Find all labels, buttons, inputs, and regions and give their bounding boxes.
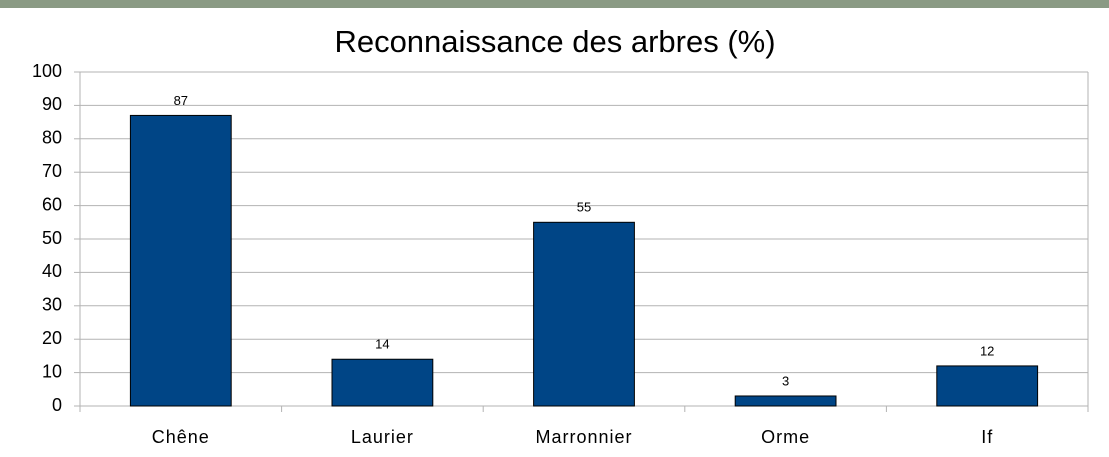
- y-tick-label: 80: [42, 128, 62, 148]
- bar: [735, 396, 836, 406]
- y-tick-label: 50: [42, 228, 62, 248]
- y-tick-label: 30: [42, 295, 62, 315]
- bar: [534, 222, 635, 406]
- y-tick-label: 20: [42, 328, 62, 348]
- y-tick-label: 10: [42, 361, 62, 381]
- bar: [130, 115, 231, 406]
- x-tick-label: Laurier: [351, 427, 414, 447]
- data-label: 55: [577, 200, 591, 215]
- y-tick-label: 90: [42, 94, 62, 114]
- data-label: 3: [782, 373, 789, 388]
- x-tick-label: If: [981, 427, 993, 447]
- x-tick-label: Orme: [761, 427, 810, 447]
- y-tick-label: 60: [42, 194, 62, 214]
- data-label: 87: [174, 93, 188, 108]
- y-tick-label: 70: [42, 161, 62, 181]
- background-strip: [0, 0, 1109, 8]
- data-label: 14: [375, 337, 389, 352]
- y-tick-label: 0: [52, 395, 62, 415]
- y-tick-label: 100: [32, 61, 62, 81]
- y-tick-label: 40: [42, 261, 62, 281]
- chart-title: Reconnaissance des arbres (%): [334, 24, 775, 59]
- data-label: 12: [980, 343, 994, 358]
- bar: [332, 359, 433, 406]
- x-tick-label: Marronnier: [535, 427, 632, 447]
- x-tick-label: Chêne: [152, 427, 210, 447]
- chart: Reconnaissance des arbres (%) 0 10 20 30 40 5…: [0, 0, 1109, 457]
- page: Reconnaissance des arbres (%) 0 10 20 30 40 5…: [0, 0, 1109, 457]
- bar: [937, 366, 1038, 406]
